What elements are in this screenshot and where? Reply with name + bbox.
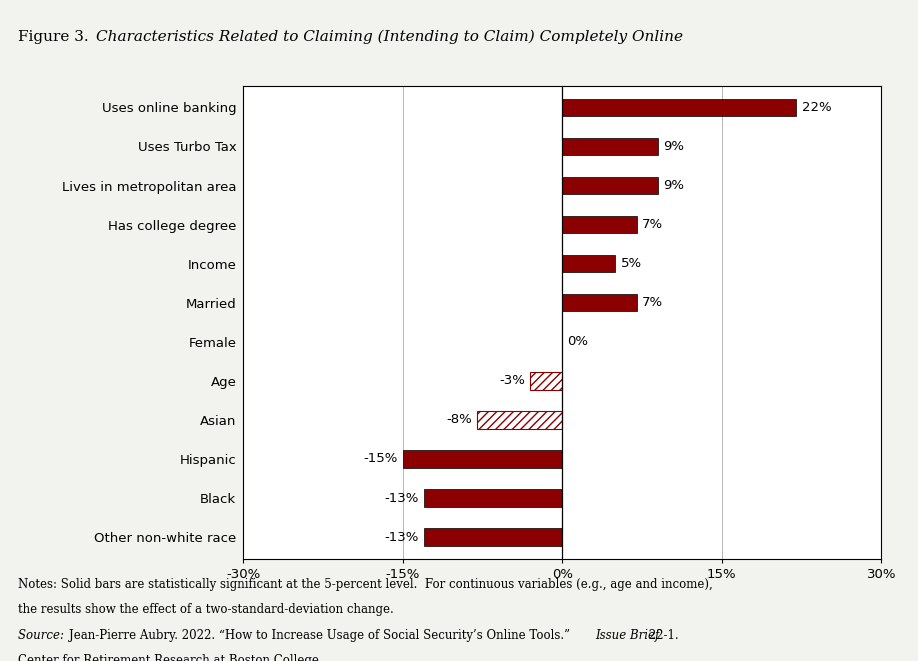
Bar [562, 137, 658, 155]
Bar [562, 294, 637, 311]
Bar [403, 450, 562, 468]
Text: the results show the effect of a two-standard-deviation change.: the results show the effect of a two-sta… [18, 603, 394, 617]
Text: -15%: -15% [364, 452, 397, 465]
Text: -13%: -13% [385, 531, 419, 543]
Text: Jean-Pierre Aubry. 2022. “How to Increase Usage of Social Security’s Online Tool: Jean-Pierre Aubry. 2022. “How to Increas… [69, 629, 574, 642]
Bar [424, 489, 562, 507]
Text: 9%: 9% [664, 140, 684, 153]
Text: 0%: 0% [567, 335, 588, 348]
Bar [424, 528, 562, 546]
Text: Center for Retirement Research at Boston College.: Center for Retirement Research at Boston… [18, 654, 323, 661]
Text: Issue Brief: Issue Brief [595, 629, 659, 642]
Text: 5%: 5% [621, 257, 642, 270]
Text: Notes: Solid bars are statistically significant at the 5-percent level.  For con: Notes: Solid bars are statistically sign… [18, 578, 713, 592]
Bar [562, 255, 615, 272]
Bar [562, 215, 637, 233]
Bar [562, 98, 796, 116]
Bar [531, 372, 562, 389]
Text: 22-1.: 22-1. [645, 629, 679, 642]
Text: -3%: -3% [499, 374, 525, 387]
Text: Source:: Source: [18, 629, 68, 642]
Text: 9%: 9% [664, 179, 684, 192]
Text: 22%: 22% [801, 101, 831, 114]
Text: Characteristics Related to Claiming (Intending to Claim) Completely Online: Characteristics Related to Claiming (Int… [96, 30, 683, 44]
Text: Figure 3.: Figure 3. [18, 30, 94, 44]
Text: 7%: 7% [642, 218, 663, 231]
Text: 7%: 7% [642, 296, 663, 309]
Bar [562, 176, 658, 194]
Bar [477, 411, 562, 429]
Text: -8%: -8% [446, 413, 472, 426]
Text: -13%: -13% [385, 492, 419, 504]
